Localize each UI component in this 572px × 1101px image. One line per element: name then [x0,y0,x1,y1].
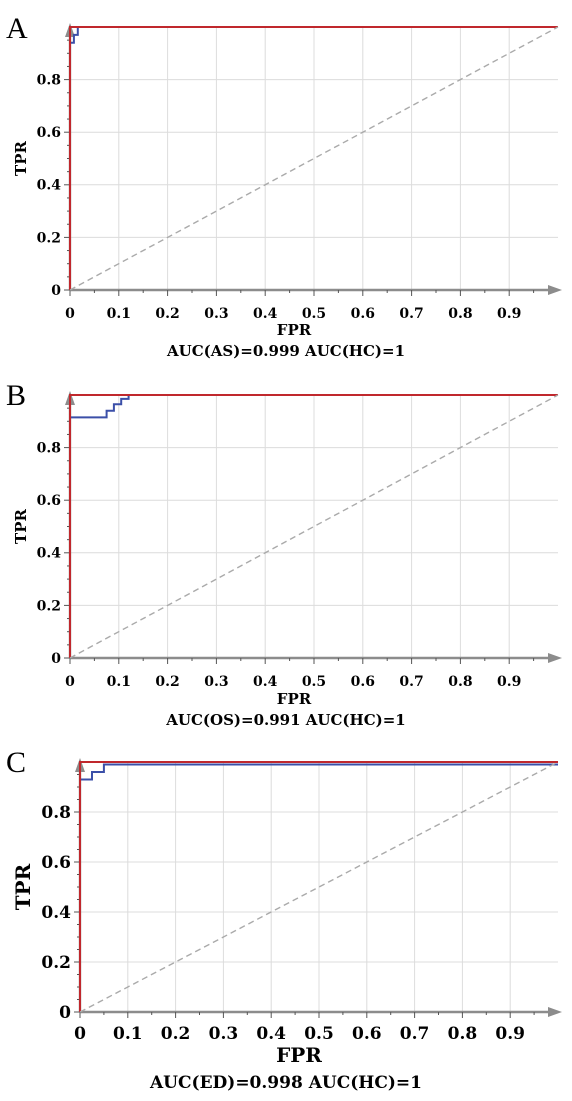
y-tick-label: 0.2 [37,598,61,614]
x-axis-title: FPR [277,690,312,708]
panel-label: B [6,379,26,412]
x-tick-label: 0.7 [399,674,423,690]
x-tick-label: 0.3 [204,306,228,322]
y-tick-label: 0.8 [37,73,61,89]
roc-curve-1 [69,394,558,658]
y-tick-label: 0.2 [41,953,71,973]
x-axis-title: FPR [276,1043,322,1067]
panel-label: A [6,12,28,45]
panel-label: C [6,746,26,779]
x-tick-label: 0 [65,306,75,322]
x-tick-label: 0.7 [399,306,423,322]
x-tick-label: 0 [74,1024,86,1044]
x-tick-label: 0.4 [253,306,278,322]
x-tick-label: 0.8 [448,674,472,690]
x-tick-label: 0.8 [448,1024,478,1044]
y-tick-label: 0 [51,283,61,299]
diagonal-reference-line [69,394,559,659]
grid [70,394,558,658]
roc-curve-1 [79,761,558,1012]
x-tick-label: 0.5 [302,674,326,690]
diagonal-reference-line [69,26,559,291]
x-tick-label: 0.5 [302,306,326,322]
y-axis-title: TPR [11,863,35,910]
x-tick-label: 0.2 [161,1024,191,1044]
x-axis-title: FPR [277,321,312,339]
y-tick-label: 0.2 [37,230,61,246]
y-tick-label: 0 [59,1003,71,1023]
x-tick-label: 0.9 [497,674,521,690]
auc-caption: AUC(AS)=0.999 AUC(HC)=1 [166,342,405,360]
x-tick-label: 0.6 [351,306,375,322]
x-tick-label: 0.9 [497,306,521,322]
x-axis-arrow [548,653,562,663]
y-tick-label: 0 [51,651,61,667]
x-tick-label: 0.6 [351,674,375,690]
roc-panel-b: B 0 0.1 0.2 0.3 0.4 0.5 0.6 0.7 0.8 0.9 0 0.2 0.4 0.6 0… [6,379,562,729]
x-axis-arrow [548,285,562,295]
y-tick-label: 0.6 [37,493,61,509]
y-axis-title: TPR [12,141,30,176]
x-tick-label: 0.3 [209,1024,239,1044]
roc-panel-c: C 0 0.1 0.2 0.3 0.4 0.5 0.6 0.7 0.8 0.9 0 0.2 0.4 0.6 0… [6,746,562,1093]
y-tick-label: 0.8 [41,803,71,823]
x-tick-label: 0.4 [253,674,278,690]
y-tick-label: 0.8 [37,441,61,457]
x-axis-arrow [548,1007,562,1017]
x-tick-label: 0.3 [204,674,228,690]
x-tick-label: 0.9 [495,1024,525,1044]
roc-curve-1 [69,26,558,290]
roc-panel-a: A 0 0.1 0.2 0.3 0.4 0.5 0.6 0.7 0.8 0.9 0 0.2 0.4 0.6 0… [6,12,562,360]
y-tick-label: 0.4 [37,178,62,194]
x-tick-label: 0 [65,674,75,690]
x-tick-label: 0.2 [155,674,179,690]
x-tick-label: 0.8 [448,306,472,322]
x-tick-label: 0.1 [107,306,131,322]
roc-curve-0 [69,394,558,658]
auc-caption: AUC(OS)=0.991 AUC(HC)=1 [165,711,405,729]
y-tick-label: 0.4 [37,546,62,562]
x-tick-label: 0.2 [155,306,179,322]
x-tick-label: 0.7 [400,1024,430,1044]
x-tick-label: 0.4 [256,1024,286,1044]
y-axis-title: TPR [12,509,30,544]
x-tick-label: 0.6 [352,1024,382,1044]
y-tick-label: 0.4 [41,903,71,923]
x-tick-label: 0.1 [113,1024,143,1044]
auc-caption: AUC(ED)=0.998 AUC(HC)=1 [149,1073,422,1093]
x-tick-label: 0.1 [107,674,131,690]
y-tick-label: 0.6 [41,853,71,873]
x-tick-label: 0.5 [304,1024,334,1044]
y-tick-label: 0.6 [37,125,61,141]
